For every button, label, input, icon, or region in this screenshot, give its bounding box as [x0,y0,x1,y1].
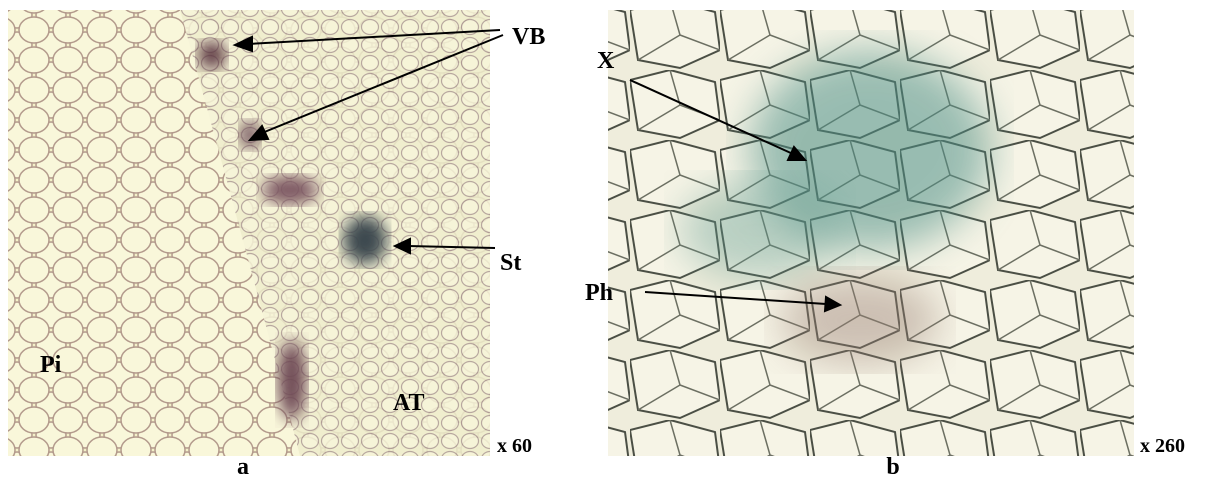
annotation: AT [393,390,425,416]
magnification: x 60 [497,435,532,457]
annotation: St [500,250,521,276]
magnification: x 260 [1140,435,1185,457]
annotation: X [597,48,615,74]
figure: VB St Pi AT x 60 a X Ph x 260 b [0,0,1208,477]
annotation: Ph [585,280,613,306]
page: VB St Pi AT x 60 a X Ph x 260 b (() => {… [0,0,1208,477]
panel-label: a [237,454,249,477]
panel-label: b [886,454,899,477]
annotation: VB [512,24,545,50]
micrograph-b [608,10,1134,456]
annotation: Pi [40,352,62,378]
